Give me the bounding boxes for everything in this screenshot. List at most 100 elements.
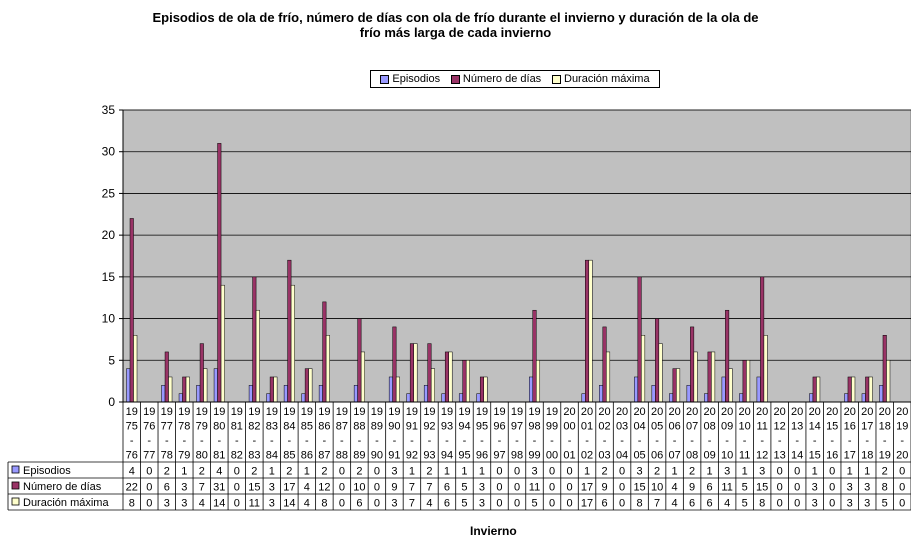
bar	[164, 351, 169, 403]
x-tick-label: -	[252, 435, 256, 447]
x-tick-label: -	[480, 435, 484, 447]
x-tick-label: 83	[266, 421, 278, 433]
x-tick-label: 87	[318, 450, 330, 462]
bar	[707, 351, 712, 403]
bar	[129, 218, 134, 403]
bar	[220, 284, 225, 403]
data-label: 0	[777, 482, 783, 494]
data-label: 7	[654, 498, 660, 510]
bar	[868, 376, 873, 403]
x-tick-label: 96	[493, 421, 505, 433]
x-tick-label: 19	[458, 406, 470, 418]
x-tick-label: 19	[301, 406, 313, 418]
data-label: 5	[742, 498, 748, 510]
x-tick-label: 01	[581, 421, 593, 433]
bar	[742, 360, 747, 403]
x-tick-label: 04	[633, 421, 645, 433]
x-tick-label: 75	[126, 421, 138, 433]
bar	[844, 393, 849, 403]
data-label: 8	[129, 498, 135, 510]
data-label: 5	[882, 498, 888, 510]
x-tick-label: 88	[336, 450, 348, 462]
x-tick-label: 79	[196, 421, 208, 433]
data-label: 3	[724, 466, 730, 478]
data-label: 0	[566, 466, 572, 478]
x-tick-label: 16	[826, 450, 838, 462]
x-tick-label: 20	[616, 406, 628, 418]
y-tick-label: 15	[102, 270, 116, 284]
data-label: 6	[444, 482, 450, 494]
x-tick-label: 20	[879, 406, 891, 418]
data-label: 3	[864, 482, 870, 494]
x-tick-label: 14	[791, 450, 803, 462]
bar	[322, 301, 327, 403]
x-tick-label: -	[865, 435, 869, 447]
x-tick-label: 19	[266, 406, 278, 418]
data-label: 1	[181, 466, 187, 478]
x-tick-label: 18	[879, 421, 891, 433]
data-label: 0	[777, 498, 783, 510]
data-label: 31	[213, 482, 225, 494]
data-label: 0	[146, 466, 152, 478]
x-tick-label: -	[778, 435, 782, 447]
legend-label-duracion-maxima: Duración máxima	[564, 73, 650, 85]
bar	[203, 368, 208, 403]
bar	[185, 376, 190, 403]
data-label: 0	[549, 466, 555, 478]
data-label: 0	[514, 498, 520, 510]
data-label: 0	[234, 466, 240, 478]
x-tick-label: -	[743, 435, 747, 447]
data-label: 2	[251, 466, 257, 478]
y-tick-label: 30	[102, 145, 116, 159]
bar	[283, 385, 288, 403]
bar	[269, 376, 274, 403]
x-tick-label: 86	[301, 450, 313, 462]
data-label: 1	[707, 466, 713, 478]
x-tick-label: 09	[721, 421, 733, 433]
data-label: 1	[304, 466, 310, 478]
x-tick-label: 93	[441, 421, 453, 433]
bar	[704, 393, 709, 403]
bar	[392, 326, 397, 403]
x-tick-label: -	[182, 435, 186, 447]
x-tick-label: -	[235, 435, 239, 447]
x-tick-label: 88	[353, 421, 365, 433]
x-tick-label: 19	[143, 406, 155, 418]
x-tick-label: 89	[371, 421, 383, 433]
data-label: 8	[882, 482, 888, 494]
bar	[711, 351, 716, 403]
bar	[847, 376, 852, 403]
x-tick-label: 19	[213, 406, 225, 418]
x-tick-label: 82	[231, 450, 243, 462]
data-label: 22	[126, 482, 138, 494]
data-label: 1	[812, 466, 818, 478]
x-tick-label: 13	[774, 450, 786, 462]
x-tick-label: 19	[353, 406, 365, 418]
bar	[266, 393, 271, 403]
y-tick-label: 5	[108, 353, 115, 367]
data-label: 3	[531, 466, 537, 478]
x-tick-label: 19	[318, 406, 330, 418]
x-tick-label: 85	[283, 450, 295, 462]
data-label: 9	[391, 482, 397, 494]
x-tick-label: 20	[896, 450, 908, 462]
x-tick-label: 78	[178, 421, 190, 433]
data-label: 3	[164, 498, 170, 510]
x-tick-label: 19	[441, 406, 453, 418]
x-tick-label: -	[445, 435, 449, 447]
x-tick-label: 06	[668, 421, 680, 433]
x-tick-label: 94	[441, 450, 453, 462]
data-label: 0	[146, 482, 152, 494]
x-tick-label: 02	[581, 450, 593, 462]
bar	[360, 351, 365, 403]
bar	[357, 318, 362, 403]
data-label: 3	[812, 498, 818, 510]
x-tick-label: -	[393, 435, 397, 447]
data-label: 0	[374, 482, 380, 494]
data-label: 4	[129, 466, 135, 478]
plot-area	[122, 109, 911, 403]
x-tick-label: 97	[493, 450, 505, 462]
x-tick-label: 02	[598, 421, 610, 433]
x-tick-label: 19	[879, 450, 891, 462]
data-label: 15	[756, 482, 768, 494]
